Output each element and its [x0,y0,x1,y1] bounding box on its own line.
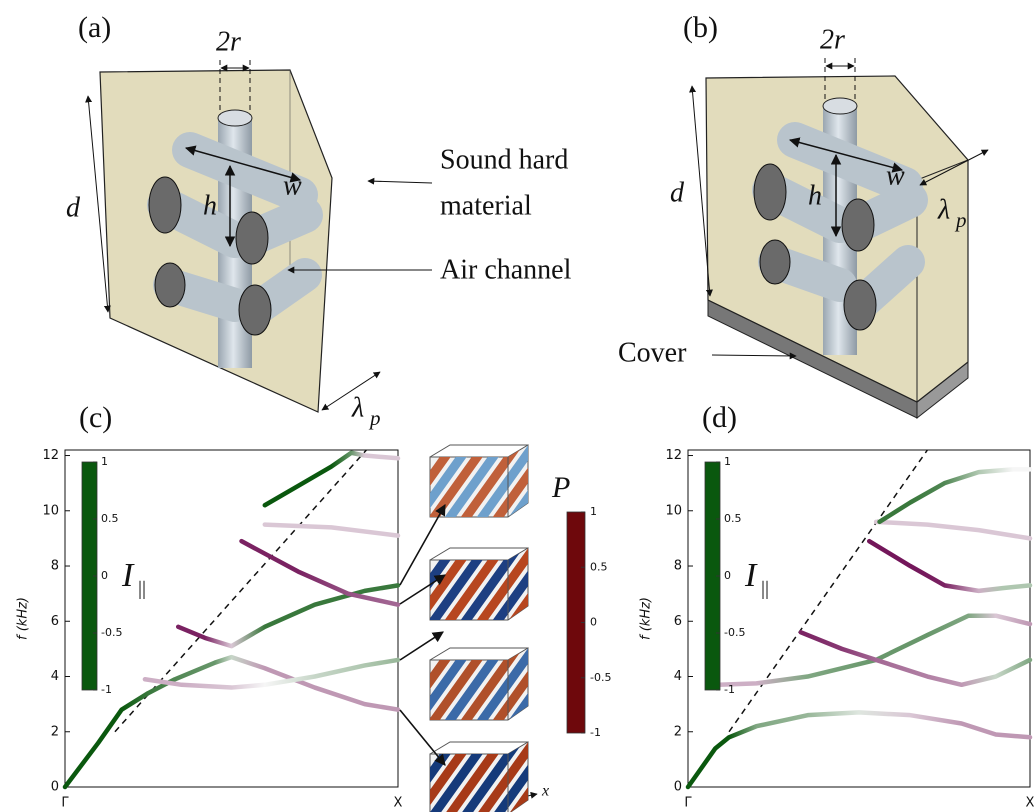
diameter-label: 2r [216,26,241,57]
x-tick-label: Γ [61,796,69,811]
colorbar-label: I [121,557,135,594]
colorbar-subscript: || [761,578,769,600]
y-axis-label: f (kHz) [16,597,31,640]
colorbar-tick-label: -0.5 [590,671,611,684]
band [178,585,398,646]
colorbar-tick-label: -1 [724,683,735,696]
colorbar-tick-label: 1 [724,455,731,468]
y-tick-label: 0 [51,780,59,795]
x-tick-label: X [1026,796,1034,811]
band [265,453,398,505]
axis-label: x [541,783,549,800]
y-tick-label: 6 [674,614,682,629]
y-tick-label: 6 [51,614,59,629]
mode-stripe [526,736,586,812]
period-subscript: p [954,208,967,232]
colorbar-tick-label: 0 [590,616,597,629]
panel-label: (b) [683,11,718,44]
y-tick-label: 0 [674,780,682,795]
material-label: material [440,190,532,221]
colorbar-tick-label: -0.5 [101,626,122,639]
colorbar-tick-label: 1 [101,455,108,468]
plot-frame [688,450,1030,787]
band [688,712,1030,787]
period-label: λ [351,392,364,423]
colorbar-tick-label: 0 [724,569,731,582]
y-axis-label: f (kHz) [639,597,654,640]
colorbar-tick-label: 0 [101,569,108,582]
period-label: λ [937,194,950,225]
band [869,541,1030,591]
band [265,525,398,536]
y-tick-label: 4 [674,669,682,684]
colorbar-tick-label: -1 [590,726,601,739]
depth-label: d [670,177,685,208]
material-label: Sound hard [440,144,568,175]
cover-label: Cover [618,337,687,368]
y-tick-label: 12 [42,448,59,463]
mode-stripe [542,736,602,812]
band [876,522,1030,539]
band [880,469,1030,521]
mode-colorbar-label: P [551,471,570,504]
x-tick-label: X [394,796,403,811]
panel-label: (c) [79,401,112,434]
colorbar-tick-label: 0.5 [724,512,742,525]
colorbar-subscript: || [138,578,146,600]
colorbar-tick-label: 0.5 [101,512,119,525]
colorbar-tick-label: -0.5 [724,626,745,639]
channel-label: Air channel [440,254,572,285]
colorbar-tick-label: 1 [590,505,597,518]
colorbar-tick-label: -1 [101,683,112,696]
height-label: h [808,180,822,211]
depth-label: d [66,192,81,223]
band [65,657,398,787]
light-line [729,450,927,732]
mode-image [398,736,602,812]
width-label: w [283,170,302,201]
x-tick-label: Γ [684,796,692,811]
panel-label: (d) [702,401,737,434]
y-tick-label: 10 [665,503,682,518]
colorbar-label: I [744,557,758,594]
y-tick-label: 12 [665,448,682,463]
y-tick-label: 8 [674,559,682,574]
y-tick-label: 8 [51,559,59,574]
y-tick-label: 10 [42,503,59,518]
panel-b-schematic [692,58,988,418]
width-label: w [886,160,905,191]
band [241,541,398,605]
mode-image [398,439,602,523]
colorbar-tick-label: 0.5 [590,560,608,573]
panel-a-schematic [88,60,432,412]
height-label: h [203,190,217,221]
band [719,616,1030,685]
y-tick-label: 2 [51,724,59,739]
panel-label: (a) [78,11,111,44]
period-subscript: p [368,406,381,430]
y-tick-label: 2 [674,724,682,739]
plot-frame [65,450,398,787]
figure: (a) 2r d h w Sound hard material Air cha… [0,0,1034,812]
y-tick-label: 4 [51,669,59,684]
diameter-label: 2r [820,24,845,55]
